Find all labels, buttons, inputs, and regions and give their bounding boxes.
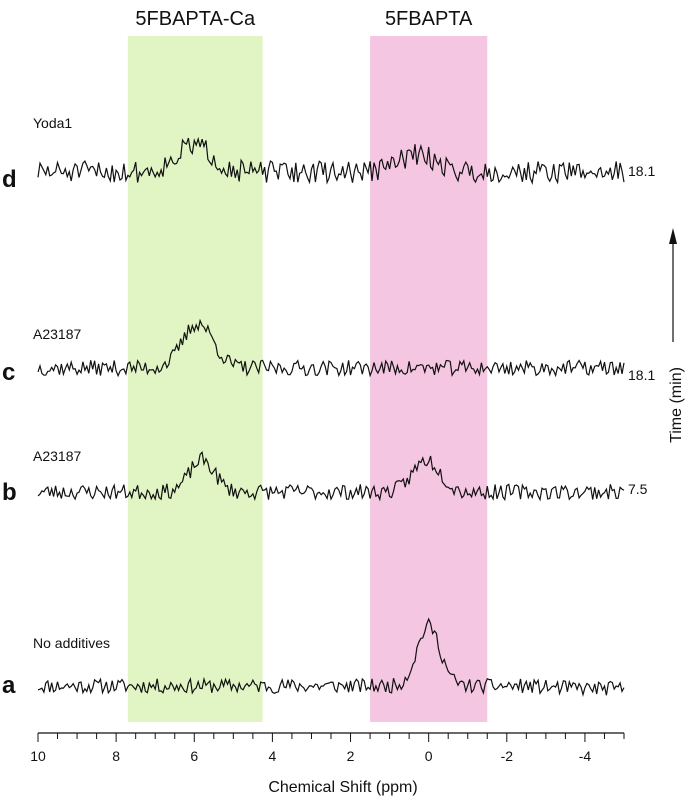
x-tick-label: 6	[190, 748, 198, 764]
time-axis-arrow	[669, 228, 677, 342]
bands-layer	[127, 36, 488, 722]
x-axis: 10 8 6 4 2 0 -2 -4	[30, 732, 625, 764]
trace-letter-c: c	[2, 359, 15, 386]
trace-letter-d: d	[2, 166, 17, 193]
trace-label-a: No additives	[33, 635, 110, 651]
trace-a	[37, 617, 625, 698]
trace-c	[37, 318, 625, 378]
trace-label-b: A23187	[33, 448, 81, 464]
trace-label-d: Yoda1	[33, 115, 72, 131]
x-axis-title: Chemical Shift (ppm)	[268, 779, 417, 796]
time-label-d: 18.1	[628, 163, 655, 179]
band-0	[127, 36, 263, 722]
time-label-c: 18.1	[628, 367, 655, 383]
x-tick-label: 10	[30, 748, 46, 764]
time-axis-title: Time (min)	[668, 367, 685, 443]
band-label-0: 5FBAPTA-Ca	[135, 8, 256, 30]
x-tick-label: -2	[501, 748, 514, 764]
trace-label-c: A23187	[33, 326, 81, 342]
trace-letter-b: b	[2, 479, 17, 506]
x-tick-label: 4	[269, 748, 277, 764]
labels-layer: 5FBAPTA-Ca 5FBAPTA No additives a A23187 b 7.5…	[2, 8, 655, 699]
x-tick-label: -4	[579, 748, 592, 764]
time-label-b: 7.5	[628, 481, 648, 497]
trace-letter-a: a	[2, 672, 16, 699]
x-tick-label: 0	[425, 748, 433, 764]
band-label-1: 5FBAPTA	[385, 8, 473, 30]
x-tick-label: 2	[347, 748, 355, 764]
trace-d	[37, 136, 625, 186]
trace-b	[37, 451, 625, 502]
traces-layer	[37, 136, 625, 698]
x-tick-label: 8	[112, 748, 120, 764]
